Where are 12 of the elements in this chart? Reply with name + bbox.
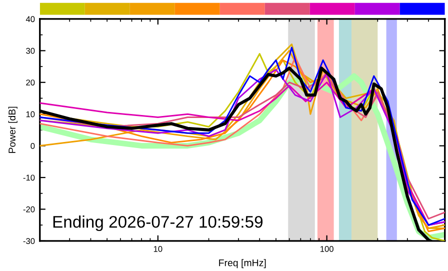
annotation: Ending 2026-07-27 10:59:59 — [53, 216, 263, 232]
y-tick-label: 0 — [30, 143, 35, 149]
y-tick-label: -10 — [23, 174, 35, 181]
y-tick-label: -30 — [23, 238, 35, 244]
y-tick-label: 10 — [26, 111, 35, 118]
x-axis-title: Freq [mHz] — [219, 259, 266, 268]
y-axis-title: Power [dB] — [8, 106, 18, 153]
y-tick-label: -20 — [23, 206, 35, 212]
y-tick-label: 20 — [26, 80, 35, 86]
y-tick-label: 40 — [26, 16, 35, 22]
y-tick-label: 30 — [26, 48, 35, 54]
x-tick-label: 100 — [320, 246, 334, 252]
